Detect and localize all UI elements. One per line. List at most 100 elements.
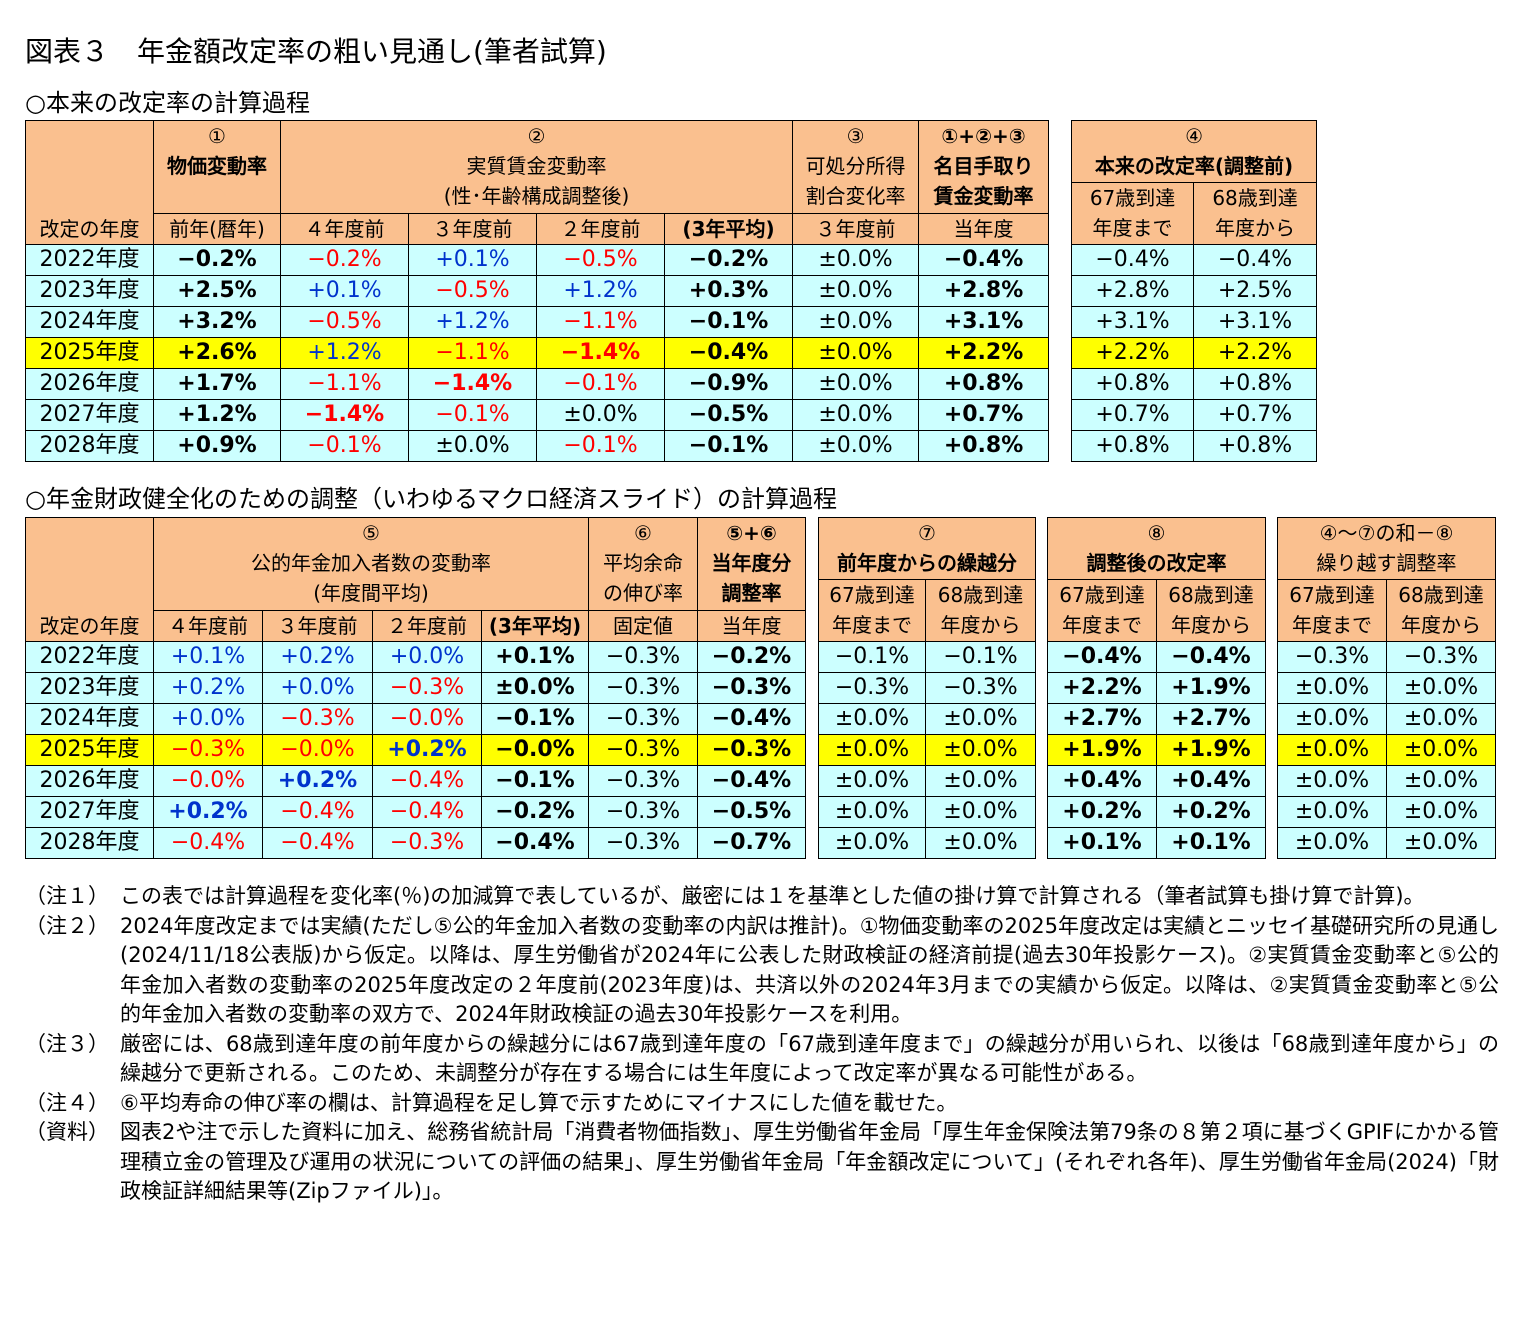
- header-cell: (3年平均): [663, 213, 794, 245]
- header-text: 年度から: [1215, 216, 1296, 240]
- header-row: 改定の年度 ① 物価変動率 ② 実質賃金変動率 (性･年齢構成調整後) ③ 可処分所得 割合変化…: [25, 120, 1318, 245]
- header-cell: 67歳到達 年度まで: [1047, 579, 1157, 642]
- header-text: 67歳到達: [1059, 583, 1145, 607]
- gap: [1265, 703, 1278, 735]
- header-cell: ① 物価変動率: [153, 120, 281, 214]
- cell: −0.4%: [372, 796, 482, 828]
- note: （注４） ⑥平均寿命の伸び率の欄は、計算過程を足し算で示すためにマイナスにした値を…: [25, 1089, 1499, 1119]
- cell: −1.1%: [280, 368, 409, 400]
- cell: +0.4%: [1156, 765, 1266, 797]
- gap: [1035, 517, 1048, 642]
- data-row: 2024年度 +0.0% −0.3% −0.0% −0.1% −0.3% −0.4% ±0.0…: [25, 703, 1496, 735]
- cell: −0.5%: [280, 306, 409, 338]
- cell: −0.3%: [925, 672, 1036, 704]
- data-row: 2028年度 +0.9% −0.1% ±0.0% −0.1% −0.1% ±0.0% +0.8…: [25, 430, 1318, 462]
- cell: −0.3%: [372, 672, 482, 704]
- section-heading: ○本来の改定率の計算過程: [25, 89, 310, 117]
- header-text: 68歳到達: [1398, 583, 1484, 607]
- cell: +0.0%: [262, 672, 373, 704]
- cell: ±0.0%: [481, 672, 589, 704]
- header-cell: ３年度前: [408, 213, 537, 245]
- note-label: （注４）: [25, 1090, 109, 1115]
- cell: −1.4%: [536, 337, 665, 369]
- cell: −0.1%: [481, 765, 589, 797]
- notes: （注１） この表では計算過程を変化率(％)の加減算で表しているが、厳密には１を基準…: [25, 882, 1499, 1207]
- cell: −0.4%: [262, 796, 373, 828]
- data-row: 2028年度 −0.4% −0.4% −0.3% −0.4% −0.3% −0.7% ±0.0…: [25, 827, 1496, 859]
- header-text: 当年度: [953, 217, 1014, 241]
- row-label: 2028年度: [25, 430, 154, 462]
- row-label: 2024年度: [25, 703, 154, 735]
- note-label: （注１）: [25, 884, 109, 908]
- gap: [1265, 641, 1278, 673]
- gap: [1048, 368, 1072, 400]
- cell: −0.0%: [372, 703, 482, 735]
- cell: +0.2%: [1047, 796, 1157, 828]
- header-cell: 当年度: [697, 610, 806, 642]
- cell: +1.2%: [536, 275, 665, 307]
- header-text: (年度間平均): [313, 581, 429, 605]
- gap: [1048, 337, 1072, 369]
- header-cell: ２年度前: [372, 610, 482, 642]
- cell: +2.2%: [1193, 337, 1318, 369]
- cell: +2.5%: [153, 275, 281, 307]
- header-text: 可処分所得: [805, 154, 906, 178]
- cell: ±0.0%: [792, 337, 920, 369]
- cell: −1.4%: [280, 399, 409, 431]
- cell: −1.1%: [408, 337, 537, 369]
- gap: [805, 672, 819, 704]
- cell: −1.1%: [536, 306, 665, 338]
- cell: ±0.0%: [792, 399, 920, 431]
- header-cell: 67歳到達 年度まで: [1277, 579, 1387, 642]
- gap: [805, 641, 819, 673]
- cell: −0.2%: [697, 641, 806, 673]
- header-text: 実質賃金変動率: [466, 154, 607, 178]
- header-text: ３年度前: [277, 614, 358, 638]
- cell: ±0.0%: [408, 430, 537, 462]
- cell: −0.3%: [372, 827, 482, 859]
- data-row: 2025年度 −0.3% −0.0% +0.2% −0.0% −0.3% −0.3% ±0.0…: [25, 734, 1496, 766]
- header-cell: 67歳到達 年度まで: [1071, 182, 1195, 245]
- cell: +0.9%: [153, 430, 281, 462]
- cell: +0.1%: [408, 244, 537, 276]
- cell: +0.1%: [153, 641, 263, 673]
- gap: [1035, 672, 1048, 704]
- header-text: ２年度前: [560, 217, 641, 241]
- header-text: ⑤+⑥: [726, 521, 777, 545]
- row-label: 2025年度: [25, 337, 154, 369]
- cell: +0.1%: [1047, 827, 1157, 859]
- cell: +0.0%: [153, 703, 263, 735]
- header-text: ⑦: [918, 521, 936, 545]
- gap: [1048, 430, 1072, 462]
- gap: [805, 517, 819, 642]
- cell: −0.3%: [588, 827, 698, 859]
- cell: −0.2%: [663, 244, 794, 276]
- cell: ±0.0%: [792, 275, 920, 307]
- cell: +3.2%: [153, 306, 281, 338]
- header-text: (3年平均): [682, 217, 775, 241]
- cell: +0.8%: [1071, 368, 1195, 400]
- header-text: 年度まで: [1292, 613, 1372, 637]
- header-cell: ⑧ 調整後の改定率: [1047, 517, 1266, 580]
- cell: −0.3%: [588, 703, 698, 735]
- cell: ±0.0%: [792, 430, 920, 462]
- cell: +0.7%: [1193, 399, 1318, 431]
- cell: +0.1%: [481, 641, 589, 673]
- header-text: 67歳到達: [829, 583, 915, 607]
- note-text: 図表2や注で示した資料に加え、総務省統計局「消費者物価指数」、厚生労働省年金局「…: [120, 1120, 1499, 1203]
- header-cell: ⑤ 公的年金加入者数の変動率 (年度間平均): [153, 517, 589, 611]
- cell: ±0.0%: [1277, 703, 1387, 735]
- header-cell: ② 実質賃金変動率 (性･年齢構成調整後): [279, 120, 794, 214]
- header-cell: 当年度: [918, 213, 1050, 245]
- cell: −0.0%: [262, 734, 373, 766]
- header-text: 年度から: [1401, 613, 1481, 637]
- header-row: 67歳到達 年度まで 68歳到達 年度から: [26, 182, 1318, 245]
- cell: +2.2%: [918, 337, 1050, 369]
- cell: +0.8%: [918, 368, 1050, 400]
- header-cell: 68歳到達 年度から: [1156, 579, 1266, 642]
- cell: ±0.0%: [1277, 796, 1387, 828]
- gap: [805, 796, 819, 828]
- row-label: 2027年度: [25, 399, 154, 431]
- header-text: 調整後の改定率: [1086, 551, 1227, 575]
- cell: ±0.0%: [818, 734, 926, 766]
